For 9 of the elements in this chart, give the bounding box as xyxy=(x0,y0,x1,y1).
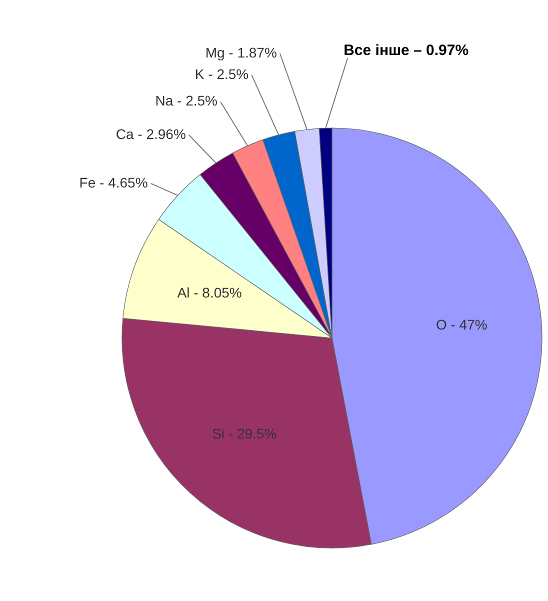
slice-label: Ca - 2.96% xyxy=(116,126,186,142)
slice-label: Al - 8.05% xyxy=(177,284,242,301)
slice-label: Mg - 1.87% xyxy=(205,44,277,61)
slice-label: K - 2.5% xyxy=(194,66,249,82)
slice-label: O - 47% xyxy=(436,316,488,333)
slice-label: Si - 29.5% xyxy=(212,425,277,442)
slice-label: Fe - 4.65% xyxy=(79,174,148,190)
slice-label: Все інше – 0.97% xyxy=(344,42,469,60)
slice-label: Na - 2.5% xyxy=(155,92,218,109)
